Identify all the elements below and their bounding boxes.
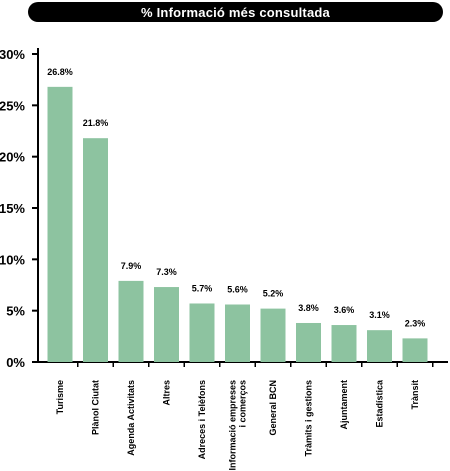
data-label: 5.6% — [227, 285, 248, 295]
category-label: Estadística — [375, 379, 385, 428]
y-tick-label: 0% — [6, 355, 25, 370]
bar — [47, 86, 73, 362]
bar — [331, 325, 357, 362]
data-label: 7.9% — [121, 261, 142, 271]
y-tick-label: 10% — [0, 252, 25, 267]
y-tick-label: 15% — [0, 201, 25, 216]
category-label: Trànsit — [410, 380, 420, 410]
data-label: 21.8% — [83, 118, 109, 128]
category-label: Plànol Ciutat — [91, 380, 101, 435]
data-label: 3.1% — [369, 310, 390, 320]
bar — [402, 338, 428, 362]
y-tick-label: 30% — [0, 47, 25, 62]
bar — [225, 304, 250, 362]
bar — [296, 322, 321, 362]
y-tick-label: 5% — [6, 304, 25, 319]
category-label: Turisme — [55, 380, 65, 414]
data-label: 3.6% — [334, 305, 355, 315]
category-label: General BCN — [268, 380, 278, 436]
category-label: Tràmits i gestions — [304, 380, 314, 457]
category-label: Agenda Activitats — [126, 380, 136, 456]
bar — [154, 287, 179, 362]
bar — [118, 280, 144, 362]
data-label: 3.8% — [298, 303, 319, 313]
y-tick-label: 20% — [0, 150, 25, 165]
data-label: 26.8% — [47, 67, 73, 77]
category-label: Informació empresesi comerços — [228, 380, 248, 471]
chart-title: % Informació més consultada — [141, 4, 330, 20]
data-label: 2.3% — [405, 318, 426, 328]
data-label: 5.7% — [192, 283, 213, 293]
category-label: Altres — [162, 380, 172, 406]
chart-title-bar: % Informació més consultada — [28, 2, 443, 22]
bar — [260, 308, 286, 362]
bar — [367, 330, 392, 362]
category-label: Adreces i Telèfons — [197, 380, 207, 459]
category-label: Ajuntament — [339, 380, 349, 430]
bar — [83, 138, 108, 362]
y-tick-label: 25% — [0, 98, 25, 113]
bar — [189, 303, 215, 362]
data-label: 7.3% — [156, 267, 177, 277]
data-label: 5.2% — [263, 289, 284, 299]
